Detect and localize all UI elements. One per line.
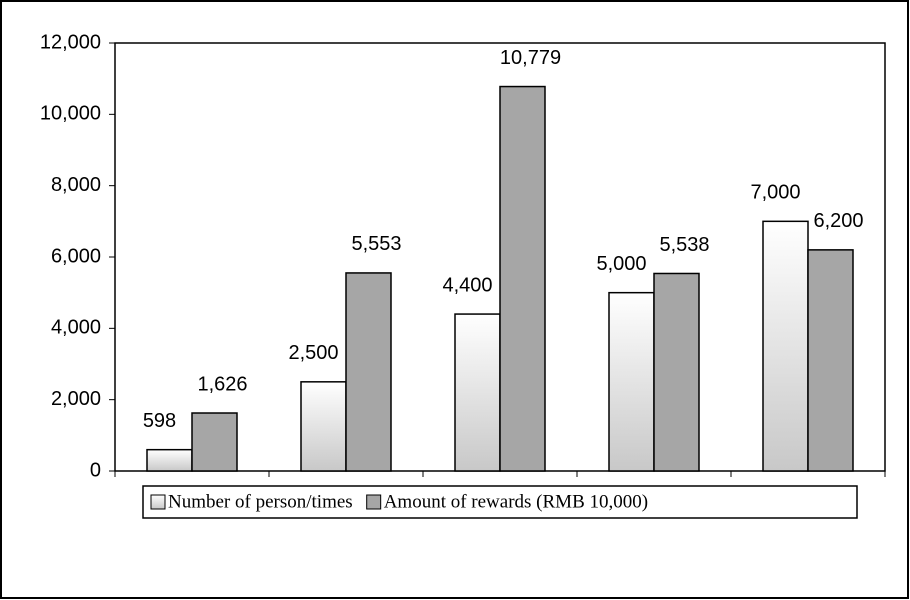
legend-label: Number of person/times <box>168 491 353 512</box>
bar <box>345 272 392 472</box>
legend-box <box>142 485 858 519</box>
value-label: 6,200 <box>813 210 863 232</box>
y-tick-label: 10,000 <box>40 103 101 125</box>
bar <box>653 272 700 472</box>
value-label: 7,000 <box>750 182 800 204</box>
legend-label: Amount of rewards (RMB 10,000) <box>384 491 648 512</box>
value-label: 5,000 <box>596 253 646 275</box>
y-tick-label: 8,000 <box>51 174 101 196</box>
y-tick-label: 0 <box>90 459 101 481</box>
bar <box>762 220 809 472</box>
value-label: 5,538 <box>659 234 709 256</box>
bar <box>300 381 347 472</box>
bar <box>807 249 854 472</box>
value-label: 10,779 <box>500 47 561 69</box>
value-label: 598 <box>143 410 176 432</box>
bar <box>499 85 546 472</box>
value-label: 5,553 <box>351 233 401 255</box>
y-tick-label: 12,000 <box>40 31 101 53</box>
bar <box>454 313 501 472</box>
bar <box>146 448 193 472</box>
value-label: 2,500 <box>288 342 338 364</box>
bar <box>191 412 238 472</box>
bar <box>608 291 655 472</box>
legend-swatch <box>366 494 382 510</box>
y-tick-label: 4,000 <box>51 317 101 339</box>
value-label: 4,400 <box>442 274 492 296</box>
y-tick-label: 6,000 <box>51 245 101 267</box>
value-label: 1,626 <box>197 373 247 395</box>
legend-swatch <box>150 494 166 510</box>
y-tick-label: 2,000 <box>51 388 101 410</box>
